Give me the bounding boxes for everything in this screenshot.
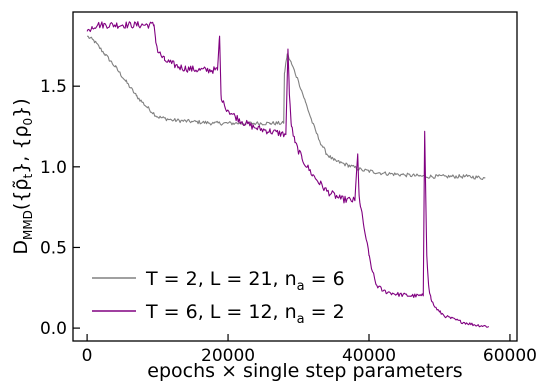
legend: T = 2, L = 21, na = 6 T = 6, L = 12, na … [92, 268, 345, 327]
y-label-sub: MMD [21, 210, 35, 240]
y-label-sub3: 0 [21, 118, 35, 126]
y-axis-ticks: 0.0 0.5 1.0 1.5 [40, 77, 80, 339]
x-tick-label: 20000 [201, 346, 255, 366]
x-tick-label: 60000 [483, 346, 537, 366]
plot-lines [86, 21, 490, 328]
x-axis-ticks: 0 20000 40000 60000 [82, 334, 537, 366]
series-line-0 [87, 35, 486, 181]
y-tick-label: 0.5 [40, 238, 67, 258]
legend-1-rest: = 2 [305, 301, 345, 323]
y-label-end: }) [10, 98, 32, 118]
legend-0-sub: a [297, 279, 305, 294]
legend-label-series-0: T = 2, L = 21, na = 6 [145, 268, 345, 294]
legend-1-sub: a [297, 312, 305, 327]
plot-frame [72, 11, 518, 342]
x-tick-label: 40000 [342, 346, 396, 366]
x-axis-label: epochs × single step parameters [147, 360, 462, 381]
y-tick-label: 1.0 [40, 158, 67, 178]
legend-0-rest: = 6 [305, 268, 345, 290]
legend-label-series-1: T = 6, L = 12, na = 2 [145, 301, 345, 327]
y-tick-label: 0.0 [40, 319, 67, 339]
y-label-rest: ({ρ̃ [10, 179, 32, 211]
legend-0-text: T = 2, L = 21, n [145, 268, 297, 290]
x-tick-label: 0 [82, 346, 93, 366]
y-tick-label: 1.5 [40, 77, 67, 97]
y-label-sub2: t [21, 174, 35, 179]
y-label-mid: }, {ρ [10, 125, 32, 173]
y-label-base: D [10, 240, 32, 255]
legend-1-text: T = 6, L = 12, n [145, 301, 297, 323]
y-axis-label: DMMD({ρ̃t}, {ρ0}) [10, 98, 35, 254]
series-line-1 [86, 21, 490, 328]
